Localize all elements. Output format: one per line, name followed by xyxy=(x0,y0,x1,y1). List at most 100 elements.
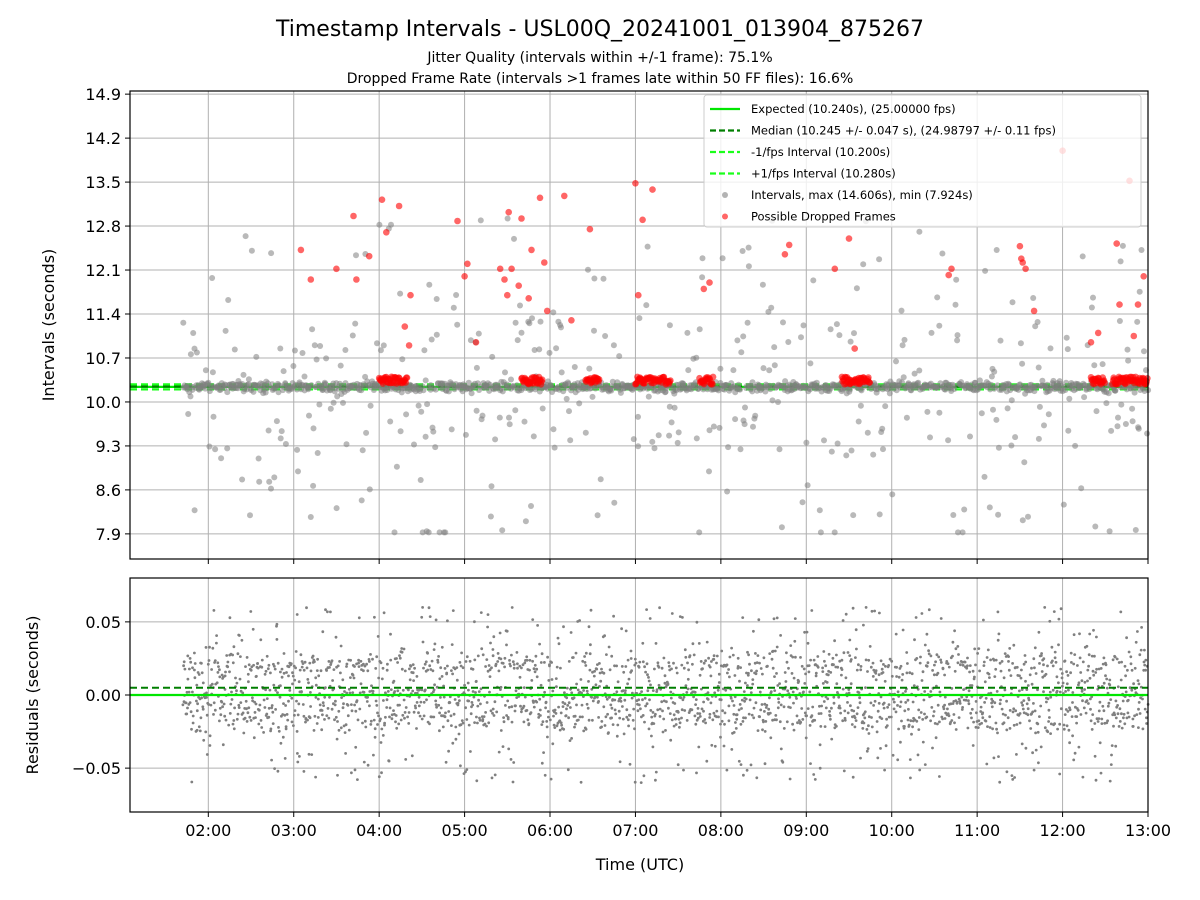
residual-point xyxy=(946,712,950,715)
residual-point xyxy=(515,696,519,699)
x-tick-label: 09:00 xyxy=(783,821,829,840)
residual-point xyxy=(871,661,875,665)
residual-point xyxy=(375,655,379,659)
residual-point xyxy=(425,698,428,702)
residual-point xyxy=(598,662,601,665)
residual-point xyxy=(1050,645,1054,649)
interval-point xyxy=(928,329,935,336)
residual-point xyxy=(528,658,532,662)
interval-point xyxy=(309,326,316,333)
residual-point xyxy=(295,613,299,616)
residual-point xyxy=(560,723,563,727)
residual-point xyxy=(1092,673,1096,677)
residual-point xyxy=(903,709,907,713)
residual-point xyxy=(454,737,458,741)
residual-point xyxy=(662,717,666,721)
residual-point xyxy=(244,699,248,703)
residual-point xyxy=(238,677,242,681)
residual-point xyxy=(634,661,638,665)
residual-point xyxy=(771,718,774,722)
residual-point xyxy=(465,718,469,721)
residual-point xyxy=(1071,701,1074,704)
interval-point xyxy=(775,399,781,405)
residual-point xyxy=(927,608,931,612)
residual-point xyxy=(249,719,253,722)
residual-point xyxy=(514,704,517,708)
residual-point xyxy=(232,719,236,722)
residual-point xyxy=(620,665,624,668)
residual-point xyxy=(545,720,549,723)
residuals-x-ticks: 02:00 03:00 04:00 05:00 06:00 07:00 08:00 09:00… xyxy=(185,812,1171,840)
dropped-frame-point xyxy=(561,192,568,200)
residual-point xyxy=(205,713,209,717)
residual-point xyxy=(512,761,516,764)
residual-point xyxy=(1071,691,1075,694)
residual-point xyxy=(723,722,726,726)
residual-point xyxy=(257,722,261,726)
residual-point xyxy=(216,671,220,674)
interval-point xyxy=(696,529,703,536)
residual-point xyxy=(249,610,253,613)
residual-point xyxy=(842,769,846,773)
interval-point xyxy=(1031,388,1038,395)
residual-point xyxy=(917,728,921,731)
residual-point xyxy=(1030,666,1033,670)
interval-point xyxy=(1019,517,1026,524)
residual-point xyxy=(265,697,269,700)
residual-point xyxy=(569,631,573,634)
dropped-frame-point xyxy=(333,265,340,273)
interval-point xyxy=(760,365,767,372)
residual-point xyxy=(557,705,560,709)
residual-point xyxy=(285,671,288,674)
interval-point xyxy=(473,364,480,371)
residual-point xyxy=(282,702,285,705)
residual-point xyxy=(927,649,930,653)
residual-point xyxy=(675,671,679,675)
residual-point xyxy=(188,667,191,671)
residual-point xyxy=(223,688,227,691)
residual-point xyxy=(308,716,312,720)
residual-point xyxy=(254,716,257,719)
residual-point xyxy=(293,713,296,717)
interval-point xyxy=(473,407,480,414)
residual-point xyxy=(839,711,842,715)
residual-point xyxy=(270,704,274,707)
residual-point xyxy=(314,696,318,699)
interval-point xyxy=(585,266,591,273)
residual-point xyxy=(819,725,823,728)
residual-point xyxy=(789,644,793,647)
residual-point xyxy=(631,718,635,722)
residual-point xyxy=(464,706,467,710)
residual-point xyxy=(694,722,698,726)
residual-point xyxy=(407,711,411,714)
residual-point xyxy=(973,647,977,651)
interval-point xyxy=(611,499,618,506)
interval-point xyxy=(191,507,198,514)
residual-point xyxy=(658,606,661,610)
residual-point xyxy=(488,675,492,678)
residual-point xyxy=(736,656,740,660)
residual-point xyxy=(972,720,975,724)
residual-point xyxy=(947,665,951,669)
residual-point xyxy=(201,681,205,685)
residual-point xyxy=(836,665,840,669)
residual-point xyxy=(768,711,772,715)
residual-point xyxy=(768,696,771,700)
residual-point xyxy=(847,691,851,695)
interval-point xyxy=(512,407,519,414)
residual-point xyxy=(270,758,273,762)
residual-point xyxy=(658,707,662,711)
interval-point xyxy=(1106,528,1113,535)
residual-point xyxy=(933,722,937,725)
residual-point xyxy=(955,700,959,704)
x-axis-label: Time (UTC) xyxy=(595,855,684,874)
residual-point xyxy=(1034,731,1037,735)
residual-point xyxy=(961,663,965,667)
residual-point xyxy=(608,695,611,699)
residual-point xyxy=(275,622,279,626)
residual-point xyxy=(1144,668,1147,672)
residual-point xyxy=(337,709,341,713)
residual-point xyxy=(726,671,729,675)
residual-point xyxy=(546,735,549,739)
residual-point xyxy=(698,673,702,677)
